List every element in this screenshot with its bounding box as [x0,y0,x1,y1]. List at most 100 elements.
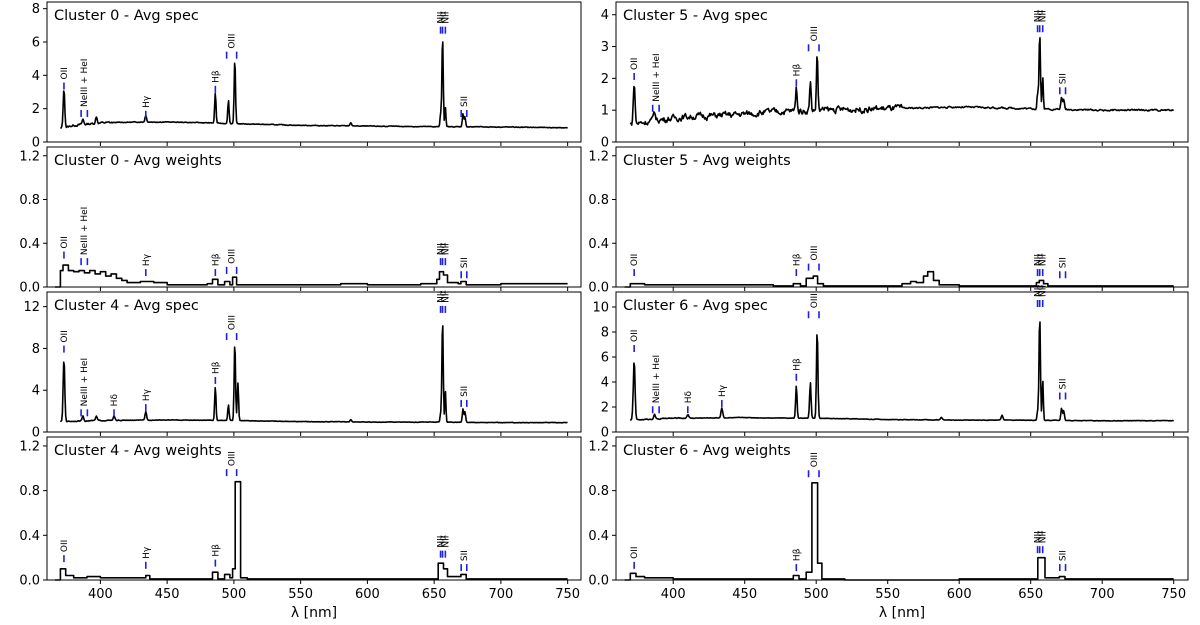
emission-line-label: Hγ [142,95,152,108]
plot-frame [46,146,582,288]
emission-line-label: Hα [1036,530,1046,543]
y-tick-label: 1.2 [19,149,40,164]
emission-line-label: OII [60,236,70,248]
plot-frame [615,436,1189,581]
emission-line-label: SII [460,96,470,107]
emission-line-label: OIII [228,249,238,264]
emission-line-label: NII [1034,254,1044,266]
emission-line-label: NII [1034,531,1044,543]
panel-title: Cluster 6 - Avg spec [623,298,768,314]
x-tick-label: 750 [555,587,580,602]
emission-line-label: Hα [439,242,449,255]
y-tick-label: 0.0 [588,574,609,589]
y-tick-label: 1.2 [19,439,40,454]
x-axis-label: λ [nm] [879,605,925,621]
emission-line-label: Hγ [142,546,152,559]
emission-line-label: OII [630,330,640,342]
x-tick-label: 650 [1018,587,1043,602]
emission-line-label: Hγ [142,388,152,401]
x-tick-label: 650 [422,587,447,602]
y-tick-label: 0.8 [19,193,40,208]
emission-line-label: OIII [228,315,238,330]
y-tick-label: 4 [32,384,40,399]
y-tick-label: 2 [32,102,40,117]
emission-line-label: NII [1039,10,1049,22]
x-tick-label: 500 [221,587,246,602]
y-tick-label: 0.4 [19,529,40,544]
y-tick-label: 0.4 [19,237,40,252]
emission-line-label: Hδ [110,394,120,407]
emission-line-label: OIII [810,246,820,261]
y-tick-label: 1.2 [588,439,609,454]
panel-title: Cluster 4 - Avg weights [54,443,222,459]
panel-title: Cluster 5 - Avg spec [623,8,768,24]
emission-line-label: NeIII + HeI [80,59,90,107]
panel-title: Cluster 0 - Avg spec [54,8,199,24]
emission-line-label: Hα [439,290,449,303]
plot-frame [46,436,582,581]
spectrum-line-c0w [55,264,568,288]
emission-line-label: Hβ [792,253,802,266]
y-tick-label: 3 [601,40,609,55]
emission-line-label: NeIII + HeI [652,53,662,101]
y-tick-label: 1.2 [588,149,609,164]
emission-line-label: SII [1059,550,1069,561]
spectrum-line-c6w [624,482,1174,581]
y-tick-label: 2 [601,401,609,416]
x-tick-label: 450 [732,587,757,602]
plot-frame [46,1,582,143]
y-tick-label: 6 [32,36,40,51]
y-tick-label: 12 [23,300,40,315]
emission-line-label: NII [437,291,447,303]
y-tick-label: 8 [32,2,40,17]
emission-line-label: NeIII + HeI [652,355,662,403]
x-tick-label: 750 [1161,587,1186,602]
emission-line-label: NII [437,536,447,548]
spectrum-line-c5spec [629,37,1174,126]
emission-line-label: NII [1034,10,1044,22]
emission-line-label: OIII [228,451,238,466]
emission-line-label: NII [1039,254,1049,266]
emission-line-label: OII [60,540,70,552]
emission-line-label: OII [60,330,70,342]
emission-line-label: SII [1059,257,1069,268]
x-tick-label: 600 [947,587,972,602]
emission-line-label: NeIII + HeI [80,207,90,255]
spectrum-line-c4w [55,480,568,581]
emission-line-label: Hβ [792,64,802,77]
x-tick-label: 450 [155,587,180,602]
emission-line-label: SII [1059,378,1069,389]
emission-line-label: Hβ [792,358,802,371]
x-tick-label: 600 [355,587,380,602]
x-tick-label: 550 [875,587,900,602]
panel-title: Cluster 5 - Avg weights [623,153,791,169]
x-axis-label: λ [nm] [291,605,337,621]
emission-line-label: NII [441,12,451,24]
emission-line-label: NII [1039,531,1049,543]
spectrum-line-c4spec [59,325,568,424]
x-tick-label: 550 [288,587,313,602]
plot-frame [615,291,1189,433]
y-tick-label: 0.0 [588,281,609,296]
emission-line-label: Hδ [684,390,694,403]
y-tick-label: 0 [32,136,40,151]
emission-line-label: SII [460,386,470,397]
emission-line-label: NII [437,243,447,255]
emission-line-label: Hγ [718,384,728,397]
emission-line-label: Hβ [211,361,221,374]
emission-line-label: NII [1034,285,1044,297]
y-tick-label: 0.8 [588,484,609,499]
emission-line-label: Hβ [792,548,802,561]
emission-line-label: NII [441,536,451,548]
x-tick-label: 400 [661,587,686,602]
y-tick-label: 4 [32,69,40,84]
emission-line-label: OII [60,67,70,79]
emission-line-label: Hα [439,535,449,548]
x-tick-label: 400 [88,587,113,602]
